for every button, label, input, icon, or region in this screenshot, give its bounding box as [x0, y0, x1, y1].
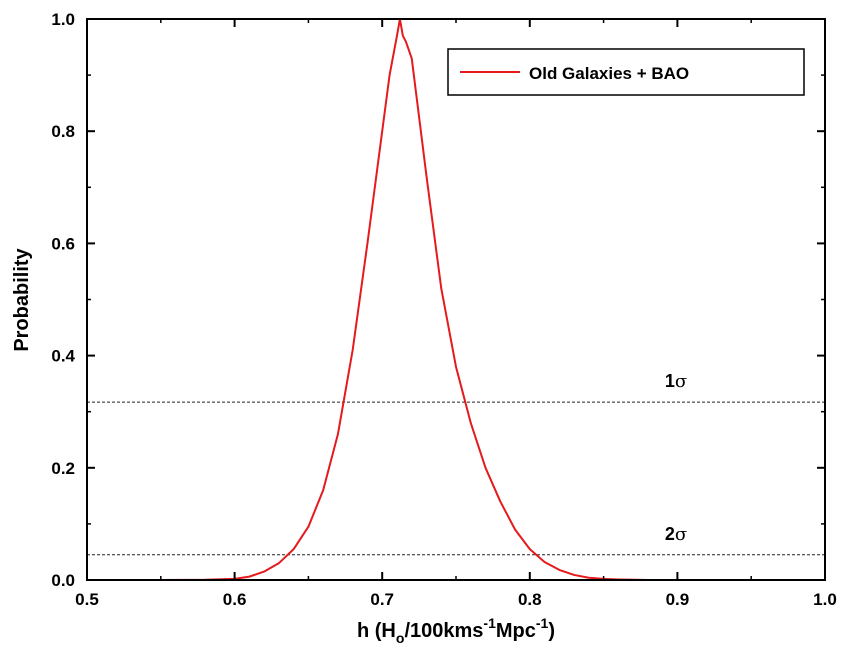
sigma-label: 2σ	[665, 524, 687, 545]
y-axis-title: Probability	[11, 247, 33, 351]
x-tick-label: 0.7	[370, 590, 394, 609]
sigma-label: 1σ	[665, 371, 687, 392]
reference-lines: 1σ 2σ	[87, 371, 825, 556]
x-tick-label: 1.0	[813, 590, 837, 609]
series-line	[87, 18, 825, 581]
y-tick-label: 0.4	[51, 347, 75, 366]
y-tick-label: 0.0	[51, 571, 75, 590]
series-layer	[87, 18, 825, 581]
x-axis-title-sup2: -1	[536, 615, 549, 631]
x-axis-title-mid: /100kms	[404, 620, 483, 642]
y-tick-label: 1.0	[51, 10, 75, 29]
x-axis-title-end: )	[548, 620, 555, 642]
x-axis-title-sub: o	[396, 630, 405, 646]
y-tick-label: 0.8	[51, 122, 75, 141]
legend-label: Old Galaxies + BAO	[529, 64, 689, 83]
x-axis-title-main: h (H	[357, 620, 396, 642]
x-axis-title-sup1: -1	[483, 615, 496, 631]
plot-frame	[86, 18, 826, 581]
x-tick-label: 0.6	[223, 590, 247, 609]
x-axis-ticks: 0.5 0.6 0.7 0.8 0.9 1.0	[75, 19, 837, 609]
x-tick-label: 0.9	[666, 590, 690, 609]
legend: Old Galaxies + BAO	[447, 48, 805, 96]
x-tick-label: 0.8	[518, 590, 542, 609]
x-axis-title: h (Ho/100kms-1Mpc-1)	[357, 615, 555, 646]
y-tick-label: 0.2	[51, 459, 75, 478]
x-axis-title-mid2: Mpc	[496, 620, 536, 642]
y-tick-label: 0.6	[51, 234, 75, 253]
x-tick-label: 0.5	[75, 590, 99, 609]
y-axis-ticks: 0.0 0.2 0.4 0.6 0.8 1.0	[51, 10, 825, 590]
